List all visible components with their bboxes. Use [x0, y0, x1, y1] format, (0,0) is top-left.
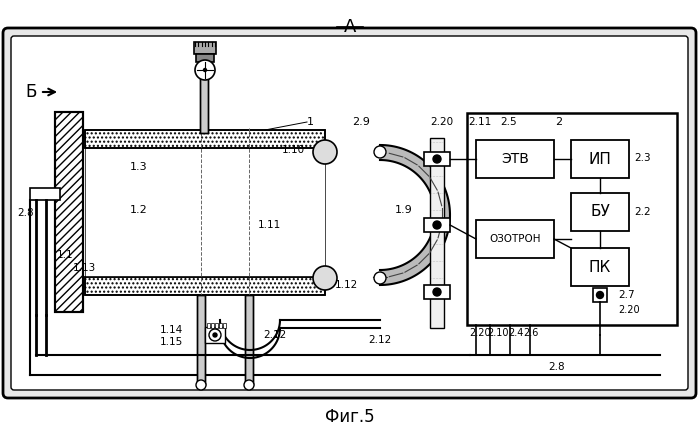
Bar: [200, 78, 208, 133]
Bar: [197, 295, 205, 385]
Text: Б: Б: [25, 83, 36, 101]
Bar: [205, 327, 225, 343]
Circle shape: [209, 329, 221, 341]
Bar: [196, 54, 214, 62]
Text: 2.5: 2.5: [500, 117, 517, 127]
Bar: [30, 188, 60, 200]
Bar: [467, 113, 677, 325]
Circle shape: [596, 291, 603, 299]
Text: 1.10: 1.10: [282, 145, 305, 155]
Bar: [200, 78, 208, 133]
Text: 1.14: 1.14: [160, 325, 183, 335]
Text: 2.20: 2.20: [469, 328, 491, 338]
Text: 2.8: 2.8: [17, 208, 34, 218]
Circle shape: [374, 272, 386, 284]
Circle shape: [244, 380, 254, 390]
Text: 2: 2: [555, 117, 562, 127]
Bar: [55, 112, 83, 312]
Bar: [424, 285, 450, 299]
Bar: [245, 295, 253, 385]
Bar: [85, 277, 325, 295]
Bar: [85, 277, 325, 295]
PathPatch shape: [380, 145, 450, 285]
Bar: [215, 323, 218, 328]
Bar: [430, 138, 444, 328]
Text: 2.11: 2.11: [468, 117, 491, 127]
FancyBboxPatch shape: [3, 28, 696, 398]
Circle shape: [195, 60, 215, 80]
Text: 1.2: 1.2: [130, 205, 148, 215]
Text: 2.6: 2.6: [523, 328, 538, 338]
Circle shape: [433, 221, 441, 229]
Bar: [476, 220, 554, 258]
Circle shape: [196, 380, 206, 390]
Bar: [593, 288, 607, 302]
FancyBboxPatch shape: [11, 36, 688, 390]
Text: 2.3: 2.3: [634, 153, 650, 163]
Bar: [194, 42, 216, 54]
Text: 2.2: 2.2: [634, 207, 650, 217]
Bar: [424, 152, 450, 166]
Text: 2.8: 2.8: [548, 362, 565, 372]
Bar: [85, 148, 325, 277]
Text: 1.9: 1.9: [395, 205, 413, 215]
Text: 1.3: 1.3: [130, 162, 148, 172]
Text: 2.7: 2.7: [618, 290, 635, 300]
Text: А: А: [344, 18, 356, 36]
Bar: [207, 323, 210, 328]
Circle shape: [313, 140, 337, 164]
Text: БУ: БУ: [590, 204, 610, 219]
Bar: [197, 295, 205, 385]
Bar: [476, 140, 554, 178]
Bar: [85, 130, 325, 148]
Text: 1.13: 1.13: [73, 263, 97, 273]
Text: 2.10: 2.10: [487, 328, 508, 338]
Bar: [219, 323, 222, 328]
Text: 1.12: 1.12: [335, 280, 358, 290]
Text: 2.4: 2.4: [508, 328, 524, 338]
Text: ПК: ПК: [589, 259, 611, 274]
Text: 1.15: 1.15: [160, 337, 183, 347]
Circle shape: [433, 155, 441, 163]
Bar: [571, 193, 629, 231]
Text: 1.11: 1.11: [258, 220, 281, 230]
Bar: [211, 323, 214, 328]
Text: 2.12: 2.12: [263, 330, 286, 340]
Text: 2.20: 2.20: [430, 117, 453, 127]
Text: 1: 1: [307, 117, 314, 127]
Bar: [55, 112, 83, 312]
Circle shape: [433, 288, 441, 296]
Text: 2.20: 2.20: [618, 305, 640, 315]
Bar: [424, 218, 450, 232]
Bar: [571, 248, 629, 286]
Text: ОЗОТРОН: ОЗОТРОН: [489, 234, 540, 244]
Text: 1.1: 1.1: [57, 250, 74, 260]
Circle shape: [213, 333, 217, 337]
Circle shape: [204, 69, 206, 72]
Text: 2.12: 2.12: [368, 335, 391, 345]
Bar: [223, 323, 226, 328]
Text: ЭТВ: ЭТВ: [501, 152, 529, 166]
Circle shape: [374, 146, 386, 158]
Bar: [571, 140, 629, 178]
Text: Фиг.5: Фиг.5: [326, 408, 374, 426]
Bar: [245, 295, 253, 385]
Bar: [85, 130, 325, 148]
Text: 2.9: 2.9: [352, 117, 370, 127]
Text: ИП: ИП: [589, 152, 611, 167]
Circle shape: [313, 266, 337, 290]
